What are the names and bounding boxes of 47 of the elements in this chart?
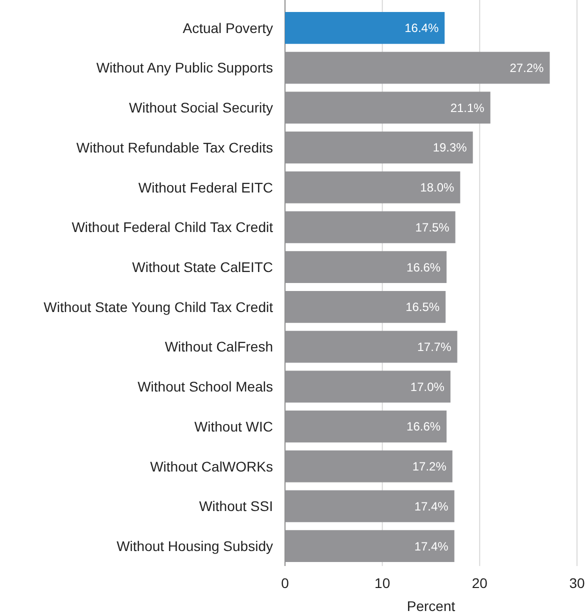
bar bbox=[285, 92, 490, 124]
data-label: 21.1% bbox=[450, 100, 485, 115]
data-label: 17.4% bbox=[414, 499, 449, 514]
data-label: 17.2% bbox=[412, 460, 447, 474]
y-tick-label: Without State Young Child Tax Credit bbox=[44, 298, 274, 315]
bar bbox=[285, 132, 473, 164]
bar bbox=[285, 330, 458, 363]
bar bbox=[285, 290, 446, 323]
data-label: 16.5% bbox=[406, 300, 440, 314]
data-label: 16.6% bbox=[406, 260, 441, 274]
y-tick-label: Without Housing Subsidy bbox=[116, 538, 273, 554]
bar bbox=[285, 490, 454, 522]
data-label: 17.7% bbox=[417, 340, 452, 354]
data-label: 17.0% bbox=[410, 380, 445, 394]
x-axis-title: Percent bbox=[406, 598, 456, 614]
y-tick-label: Without State CalEITC bbox=[132, 258, 273, 275]
bar bbox=[285, 370, 450, 403]
bar bbox=[285, 450, 452, 482]
y-tick-label: Actual Poverty bbox=[182, 20, 273, 36]
y-tick-label: Without SSI bbox=[199, 498, 273, 514]
data-label: 27.2% bbox=[510, 60, 544, 75]
x-tick-label: 10 bbox=[374, 575, 390, 591]
data-label: 16.6% bbox=[406, 420, 441, 434]
bar bbox=[285, 12, 445, 44]
y-tick-label: Without Federal EITC bbox=[138, 179, 273, 196]
y-tick-label: Without Any Public Supports bbox=[96, 60, 273, 76]
y-tick-label: Without Federal Child Tax Credit bbox=[72, 219, 274, 236]
bar bbox=[285, 530, 454, 562]
x-tick-label: 30 bbox=[569, 575, 585, 591]
data-label: 17.5% bbox=[415, 220, 450, 234]
data-label: 17.4% bbox=[414, 539, 449, 554]
y-tick-label: Without School Meals bbox=[138, 378, 273, 395]
bar bbox=[285, 410, 447, 442]
x-tick-label: 20 bbox=[472, 575, 488, 591]
bar bbox=[285, 52, 550, 84]
bar bbox=[285, 251, 447, 284]
y-tick-label: Without Social Security bbox=[129, 100, 273, 116]
data-label: 18.0% bbox=[420, 180, 455, 195]
y-tick-label: Without WIC bbox=[194, 418, 273, 434]
data-label: 19.3% bbox=[432, 140, 468, 155]
x-tick-label: 0 bbox=[281, 575, 290, 591]
bar bbox=[285, 171, 460, 204]
y-tick-label: Without CalWORKs bbox=[150, 458, 273, 474]
data-label: 16.4% bbox=[404, 21, 439, 36]
y-tick-label: Without Refundable Tax Credits bbox=[76, 139, 273, 156]
y-tick-label: Without CalFresh bbox=[164, 338, 273, 355]
bar bbox=[285, 211, 456, 244]
